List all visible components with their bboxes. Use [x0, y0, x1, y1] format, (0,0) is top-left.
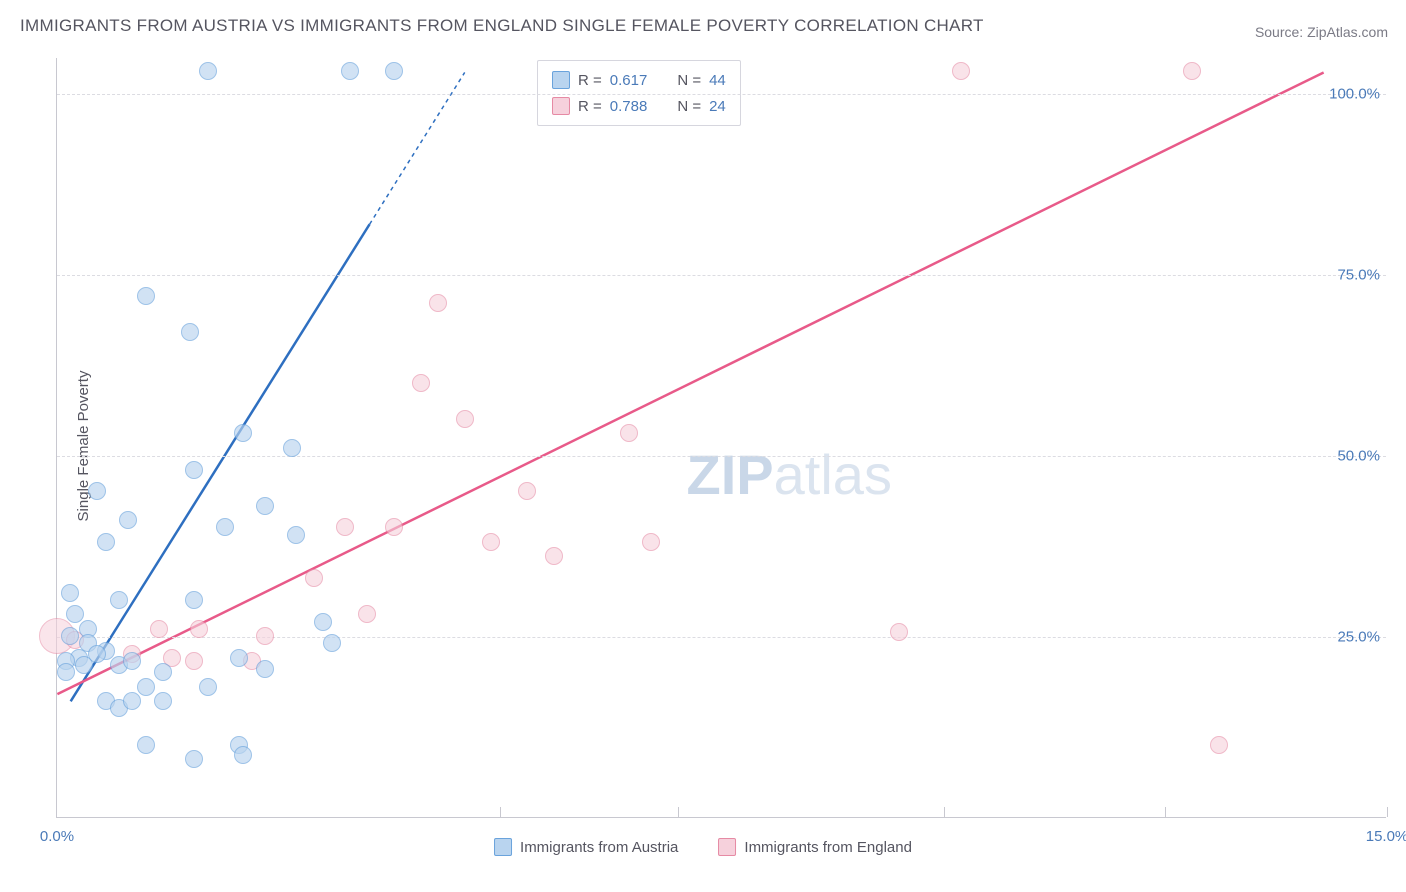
data-point — [456, 410, 474, 428]
gridline-h — [57, 456, 1386, 457]
legend-label: Immigrants from England — [744, 839, 912, 856]
data-point — [123, 692, 141, 710]
legend-item: Immigrants from Austria — [494, 838, 678, 856]
legend-r-value-1: 0.617 — [610, 72, 648, 89]
data-point — [123, 652, 141, 670]
data-point — [341, 62, 359, 80]
y-tick-label: 75.0% — [1337, 267, 1380, 284]
data-point — [75, 656, 93, 674]
data-point — [66, 605, 84, 623]
data-point — [185, 461, 203, 479]
data-point — [234, 424, 252, 442]
swatch-series1 — [552, 71, 570, 89]
data-point — [61, 627, 79, 645]
data-point — [256, 660, 274, 678]
legend-row-series2: R = 0.788 N = 24 — [552, 93, 726, 119]
data-point — [137, 678, 155, 696]
data-point — [137, 736, 155, 754]
data-point — [412, 374, 430, 392]
data-point — [305, 569, 323, 587]
legend-n-value-2: 24 — [709, 98, 726, 115]
data-point — [150, 620, 168, 638]
plot-area: ZIPatlas R = 0.617 N = 44 R = 0.788 N = … — [56, 58, 1386, 818]
data-point — [119, 511, 137, 529]
data-point — [137, 287, 155, 305]
data-point — [545, 547, 563, 565]
legend-r-value-2: 0.788 — [610, 98, 648, 115]
data-point — [620, 424, 638, 442]
data-point — [110, 591, 128, 609]
data-point — [230, 649, 248, 667]
data-point — [190, 620, 208, 638]
gridline-v — [678, 807, 679, 817]
series-legend: Immigrants from Austria Immigrants from E… — [494, 838, 912, 856]
data-point — [283, 439, 301, 457]
gridline-v — [1387, 807, 1388, 817]
gridline-v — [1165, 807, 1166, 817]
data-point — [61, 584, 79, 602]
data-point — [385, 62, 403, 80]
data-point — [358, 605, 376, 623]
data-point — [890, 623, 908, 641]
data-point — [642, 533, 660, 551]
data-point — [952, 62, 970, 80]
data-point — [256, 497, 274, 515]
data-point — [429, 294, 447, 312]
data-point — [1210, 736, 1228, 754]
y-tick-label: 50.0% — [1337, 448, 1380, 465]
legend-n-label: N = — [677, 98, 701, 115]
legend-row-series1: R = 0.617 N = 44 — [552, 67, 726, 93]
source-label: Source: ZipAtlas.com — [1255, 24, 1388, 40]
gridline-h — [57, 275, 1386, 276]
data-point — [185, 652, 203, 670]
y-tick-label: 25.0% — [1337, 629, 1380, 646]
data-point — [216, 518, 234, 536]
data-point — [57, 663, 75, 681]
legend-r-label: R = — [578, 72, 602, 89]
swatch-series2 — [552, 97, 570, 115]
legend-n-label: N = — [677, 72, 701, 89]
data-point — [256, 627, 274, 645]
data-point — [287, 526, 305, 544]
data-point — [97, 533, 115, 551]
gridline-v — [500, 807, 501, 817]
legend-n-value-1: 44 — [709, 72, 726, 89]
legend-swatch — [718, 838, 736, 856]
gridline-h — [57, 94, 1386, 95]
data-point — [1183, 62, 1201, 80]
data-point — [181, 323, 199, 341]
legend-label: Immigrants from Austria — [520, 839, 678, 856]
y-tick-label: 100.0% — [1329, 86, 1380, 103]
legend-r-label: R = — [578, 98, 602, 115]
data-point — [482, 533, 500, 551]
data-point — [385, 518, 403, 536]
x-tick-label: 15.0% — [1366, 828, 1406, 845]
data-point — [199, 62, 217, 80]
legend-item: Immigrants from England — [718, 838, 912, 856]
x-tick-label: 0.0% — [40, 828, 74, 845]
gridline-v — [944, 807, 945, 817]
data-point — [154, 692, 172, 710]
data-point — [199, 678, 217, 696]
correlation-legend: R = 0.617 N = 44 R = 0.788 N = 24 — [537, 60, 741, 126]
data-point — [518, 482, 536, 500]
data-point — [185, 750, 203, 768]
data-point — [323, 634, 341, 652]
data-point — [88, 482, 106, 500]
data-point — [336, 518, 354, 536]
chart-title: IMMIGRANTS FROM AUSTRIA VS IMMIGRANTS FR… — [20, 16, 984, 36]
data-point — [314, 613, 332, 631]
data-point — [185, 591, 203, 609]
regression-lines — [57, 58, 1386, 817]
data-point — [234, 746, 252, 764]
legend-swatch — [494, 838, 512, 856]
data-point — [154, 663, 172, 681]
